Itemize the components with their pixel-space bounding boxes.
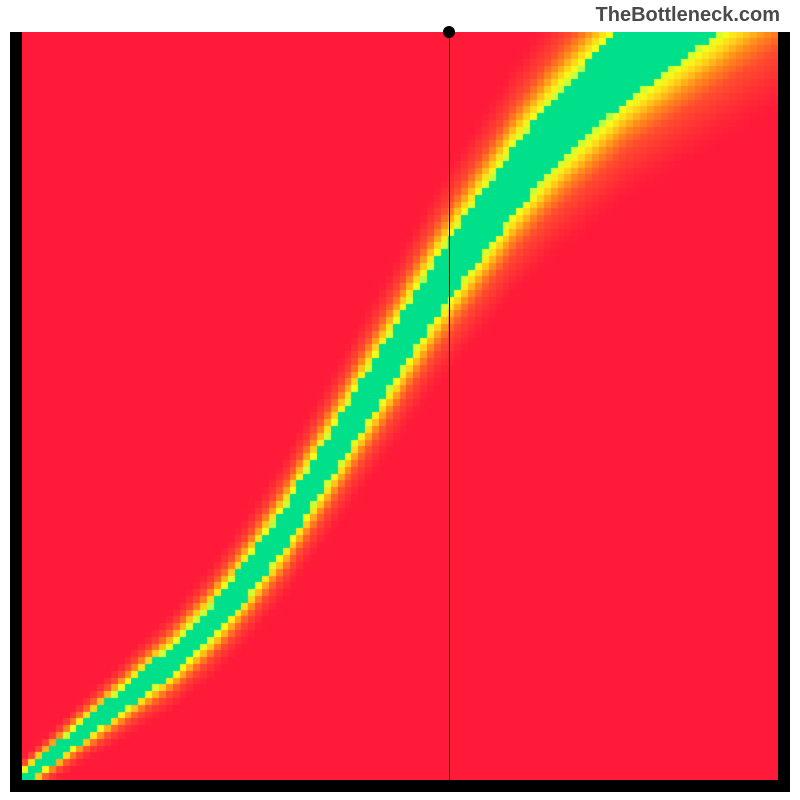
chart-container: TheBottleneck.com bbox=[0, 0, 800, 800]
watermark-text: TheBottleneck.com bbox=[596, 4, 780, 27]
plot-area bbox=[22, 32, 778, 780]
marker-dot bbox=[443, 26, 455, 38]
marker-vertical-line bbox=[449, 32, 450, 780]
heatmap-canvas bbox=[22, 32, 778, 780]
plot-border bbox=[10, 32, 790, 792]
